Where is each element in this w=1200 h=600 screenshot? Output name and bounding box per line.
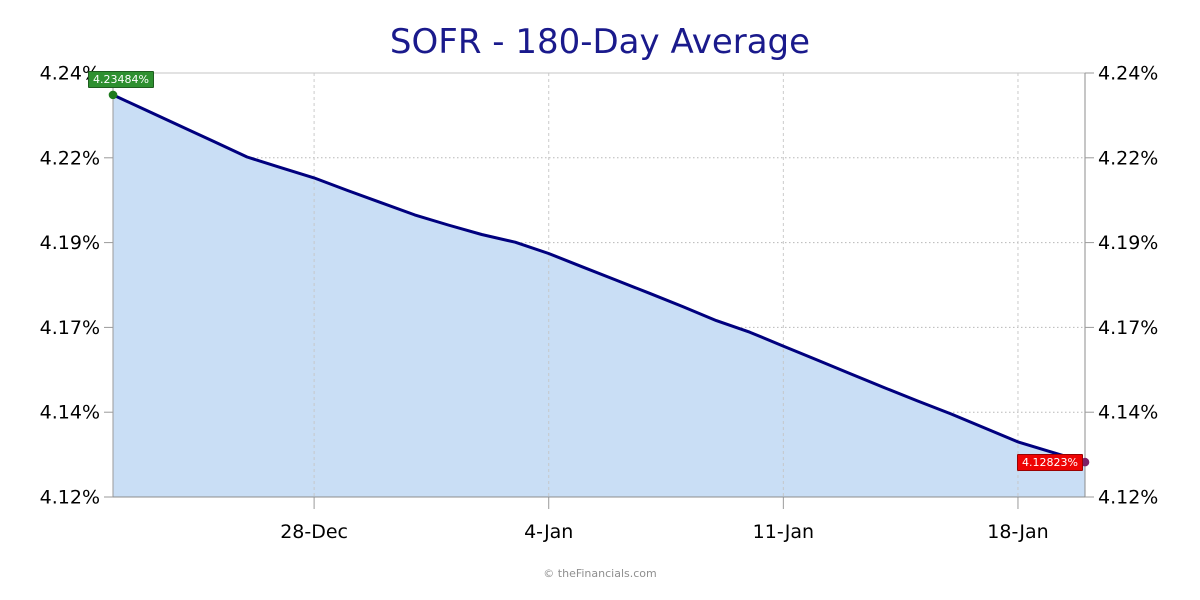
x-tick-label: 11-Jan xyxy=(753,521,814,543)
y-tick-label-right: 4.22% xyxy=(1098,147,1158,169)
y-tick-label-right: 4.14% xyxy=(1098,402,1158,424)
y-tick-label-left: 4.17% xyxy=(40,317,100,339)
start-value-badge: 4.23484% xyxy=(88,70,154,88)
end-value-badge: 4.12823% xyxy=(1017,454,1083,472)
y-tick-label-left: 4.19% xyxy=(40,232,100,254)
y-tick-label-right: 4.19% xyxy=(1098,232,1158,254)
y-tick-label-left: 4.24% xyxy=(40,63,100,85)
x-tick-label: 4-Jan xyxy=(524,521,573,543)
area-fill xyxy=(113,94,1085,498)
series-line xyxy=(111,93,1087,464)
chart-title: SOFR - 180-Day Average xyxy=(389,22,811,62)
x-tick-label: 18-Jan xyxy=(987,521,1048,543)
copyright-footer: © theFinancials.com xyxy=(543,567,657,580)
y-tick-label-right: 4.24% xyxy=(1098,63,1158,85)
series-start-point xyxy=(108,90,118,100)
y-tick-label-right: 4.12% xyxy=(1098,487,1158,509)
y-tick-label-left: 4.14% xyxy=(40,402,100,424)
y-tick-label-right: 4.17% xyxy=(1098,317,1158,339)
y-tick-label-left: 4.12% xyxy=(40,487,100,509)
y-tick-label-left: 4.22% xyxy=(40,147,100,169)
x-tick-label: 28-Dec xyxy=(280,521,348,543)
